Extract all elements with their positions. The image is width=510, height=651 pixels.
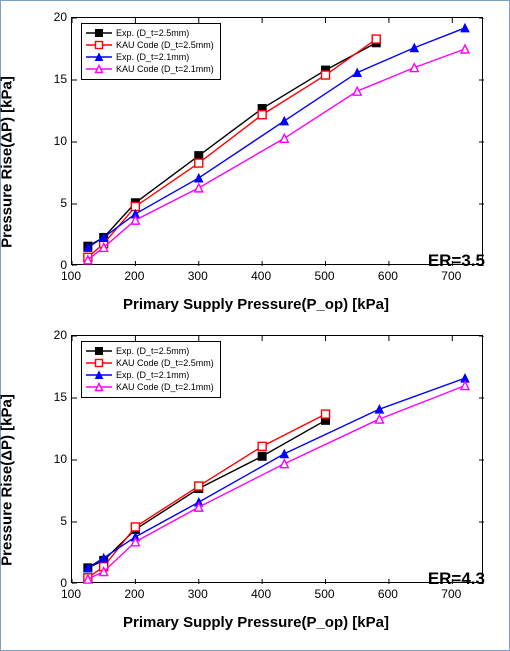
y-tick-label: 5: [37, 514, 67, 528]
x-tick-label: 700: [431, 587, 471, 601]
legend-swatch-icon: [86, 346, 112, 356]
y-tick-label: 20: [37, 328, 67, 342]
legend-label: Exp. (D_t=2.5mm): [116, 345, 189, 357]
y-tick-label: 10: [37, 452, 67, 466]
y-tick-label: 20: [37, 10, 67, 24]
y-tick-label: 15: [37, 390, 67, 404]
er-annotation: ER=4.3: [428, 569, 485, 589]
legend-swatch-icon: [86, 52, 112, 62]
legend-swatch-icon: [86, 28, 112, 38]
legend-swatch-icon: [86, 370, 112, 380]
legend-label: KAU Code (D_t=2.5mm): [116, 357, 214, 369]
x-tick-label: 400: [241, 587, 281, 601]
legend-label: KAU Code (D_t=2.5mm): [116, 39, 214, 51]
legend-item: KAU Code (D_t=2.1mm): [86, 63, 214, 75]
legend-swatch-icon: [86, 40, 112, 50]
x-tick-label: 300: [178, 269, 218, 283]
legend: Exp. (D_t=2.5mm)KAU Code (D_t=2.5mm)Exp.…: [81, 23, 221, 80]
legend-item: Exp. (D_t=2.5mm): [86, 27, 214, 39]
x-tick-label: 500: [305, 587, 345, 601]
legend-item: Exp. (D_t=2.5mm): [86, 345, 214, 357]
legend-label: KAU Code (D_t=2.1mm): [116, 381, 214, 393]
x-tick-label: 600: [368, 587, 408, 601]
x-tick-label: 600: [368, 269, 408, 283]
legend-item: KAU Code (D_t=2.1mm): [86, 381, 214, 393]
figure-page: Pressure Rise(ΔP) [kPa]05101520100200300…: [0, 0, 510, 651]
x-tick-label: 400: [241, 269, 281, 283]
x-tick-label: 100: [51, 587, 91, 601]
x-tick-label: 300: [178, 587, 218, 601]
y-tick-label: 15: [37, 72, 67, 86]
legend-item: KAU Code (D_t=2.5mm): [86, 39, 214, 51]
legend-item: Exp. (D_t=2.1mm): [86, 51, 214, 63]
legend-item: KAU Code (D_t=2.5mm): [86, 357, 214, 369]
legend: Exp. (D_t=2.5mm)KAU Code (D_t=2.5mm)Exp.…: [81, 341, 221, 398]
y-tick-label: 5: [37, 196, 67, 210]
legend-item: Exp. (D_t=2.1mm): [86, 369, 214, 381]
legend-swatch-icon: [86, 64, 112, 74]
legend-label: Exp. (D_t=2.1mm): [116, 51, 189, 63]
chart-panel-top: Pressure Rise(ΔP) [kPa]05101520100200300…: [9, 7, 503, 317]
x-axis-label: Primary Supply Pressure(P_op) [kPa]: [9, 296, 503, 313]
chart-panel-bottom: Pressure Rise(ΔP) [kPa]05101520100200300…: [9, 325, 503, 635]
x-tick-label: 200: [114, 587, 154, 601]
x-axis-label: Primary Supply Pressure(P_op) [kPa]: [9, 614, 503, 631]
legend-label: Exp. (D_t=2.1mm): [116, 369, 189, 381]
x-tick-label: 500: [305, 269, 345, 283]
er-annotation: ER=3.5: [428, 251, 485, 271]
y-tick-label: 10: [37, 134, 67, 148]
x-tick-label: 200: [114, 269, 154, 283]
legend-swatch-icon: [86, 382, 112, 392]
x-tick-label: 700: [431, 269, 471, 283]
legend-label: KAU Code (D_t=2.1mm): [116, 63, 214, 75]
x-tick-label: 100: [51, 269, 91, 283]
legend-label: Exp. (D_t=2.5mm): [116, 27, 189, 39]
legend-swatch-icon: [86, 358, 112, 368]
